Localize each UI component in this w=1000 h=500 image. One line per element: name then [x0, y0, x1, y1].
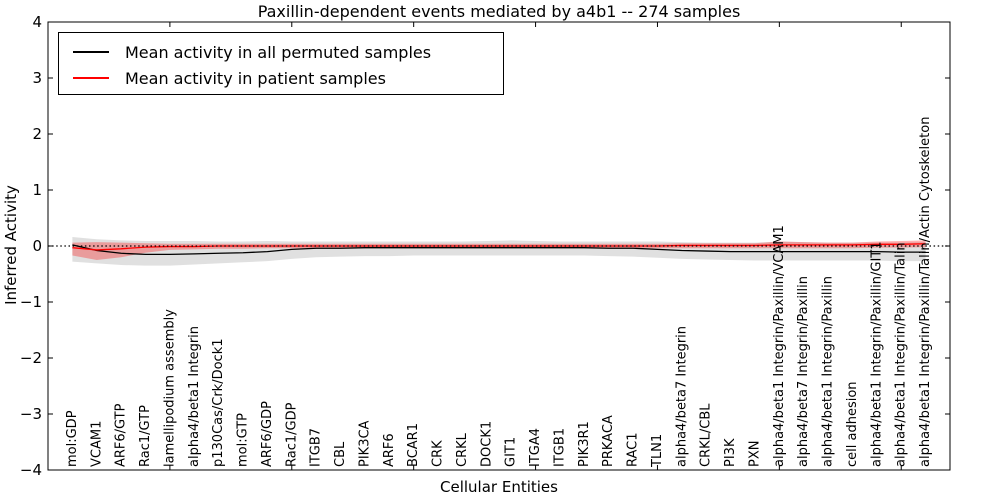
x-category-label: CRK	[431, 440, 446, 467]
x-category-label: CRKL	[455, 432, 470, 467]
y-tick-label: 0	[32, 237, 42, 255]
x-category-label: mol:GTP	[236, 413, 251, 467]
legend: Mean activity in all permuted samples Me…	[58, 32, 504, 95]
y-tick-labels: −4 −3 −2 −1 0 1 2 3 4	[20, 13, 42, 479]
x-category-label: alpha4/beta1 Integrin	[187, 326, 202, 467]
x-axis-title: Cellular Entities	[440, 478, 558, 496]
y-tick-label: −2	[20, 349, 42, 367]
x-category-label: alpha4/beta1 Integrin/Paxillin/Talin	[894, 242, 909, 467]
x-category-label: alpha4/beta1 Integrin/Paxillin/VCAM1	[772, 225, 787, 467]
x-category-label: alpha4/beta7 Integrin	[674, 326, 689, 467]
y-tick-label: −1	[20, 293, 42, 311]
y-tick-label: 3	[32, 69, 42, 87]
x-category-label: PI3K	[723, 438, 738, 467]
y-tick-label: 2	[32, 125, 42, 143]
x-category-label: PIK3CA	[357, 420, 372, 467]
permuted-line-swatch	[73, 51, 109, 53]
x-category-label: alpha4/beta7 Integrin/Paxillin	[796, 276, 811, 467]
x-category-label: BCAR1	[406, 423, 421, 467]
x-category-label: DOCK1	[479, 421, 494, 467]
y-tick-label: −3	[20, 405, 42, 423]
patient-line-swatch	[73, 77, 109, 79]
x-category-label: alpha4/beta1 Integrin/Paxillin/Talin/Act…	[918, 117, 933, 467]
tick-marks	[48, 21, 950, 471]
x-category-label: CRKL/CBL	[699, 403, 714, 467]
legend-entry-permuted: Mean activity in all permuted samples	[73, 39, 503, 65]
x-category-label: p130Cas/Crk/Dock1	[211, 338, 226, 467]
x-category-labels: mol:GDP VCAM1 ARF6/GTP Rac1/GTP lamellipodiu…	[65, 117, 933, 468]
y-axis-title: Inferred Activity	[2, 185, 20, 305]
x-category-label: PXN	[747, 441, 762, 467]
x-category-label: Rac1/GDP	[284, 402, 299, 467]
x-category-label: alpha4/beta1 Integrin/Paxillin/GIT1	[869, 241, 884, 467]
x-category-label: CBL	[333, 441, 348, 467]
x-category-label: ITGB1	[552, 428, 567, 467]
x-category-label: lamellipodium assembly	[162, 309, 177, 467]
x-category-label: ARF6	[382, 433, 397, 467]
x-category-label: Rac1/GTP	[138, 405, 153, 467]
legend-entry-patient: Mean activity in patient samples	[73, 65, 503, 91]
permuted-band	[72, 237, 926, 266]
permuted-mean-line	[72, 244, 926, 256]
x-category-label: PRKACA	[601, 415, 616, 467]
y-tick-label: 4	[32, 13, 42, 31]
chart-title: Paxillin-dependent events mediated by a4…	[257, 2, 741, 21]
y-tick-label: −4	[20, 461, 42, 479]
x-category-label: ITGA4	[528, 428, 543, 467]
y-tick-label: 1	[32, 181, 42, 199]
x-category-label: TLN1	[650, 434, 665, 468]
x-category-label: PIK3R1	[577, 421, 592, 467]
x-category-label: VCAM1	[89, 421, 104, 467]
legend-label: Mean activity in all permuted samples	[125, 42, 432, 62]
x-category-label: cell adhesion	[845, 381, 860, 467]
x-category-label: ITGB7	[309, 428, 324, 467]
x-category-label: alpha4/beta1 Integrin/Paxillin	[821, 276, 836, 467]
x-category-label: mol:GDP	[65, 410, 80, 467]
x-category-label: ARF6/GTP	[114, 403, 129, 467]
x-category-label: GIT1	[504, 437, 519, 467]
x-category-label: ARF6/GDP	[260, 401, 275, 467]
x-category-label: RAC1	[626, 432, 641, 467]
legend-label: Mean activity in patient samples	[125, 68, 386, 88]
